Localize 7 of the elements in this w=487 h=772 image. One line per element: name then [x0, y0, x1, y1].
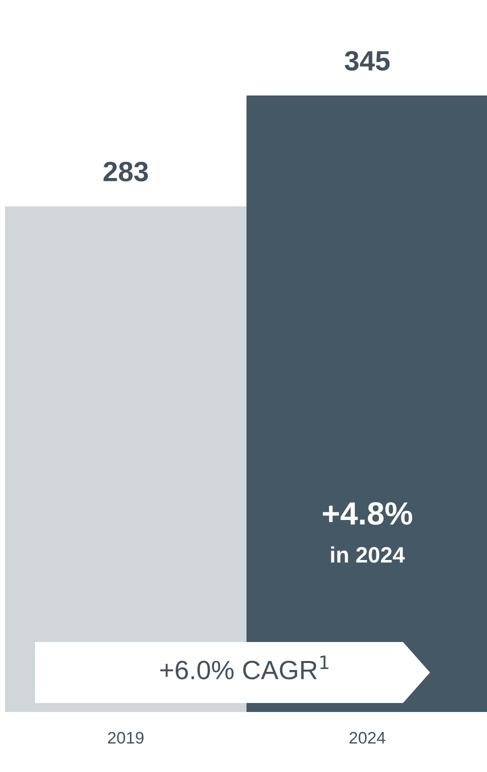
annotation: in 2024	[331, 546, 405, 563]
annotation: +6.0% CAGR$^{1}$	[160, 656, 328, 680]
x-tick-label: 2024	[350, 732, 386, 744]
annotation: +4.8%	[322, 502, 412, 525]
data-label: 345	[344, 50, 390, 71]
data-label: 283	[104, 162, 148, 182]
x-tick-label: 2019	[108, 732, 144, 744]
